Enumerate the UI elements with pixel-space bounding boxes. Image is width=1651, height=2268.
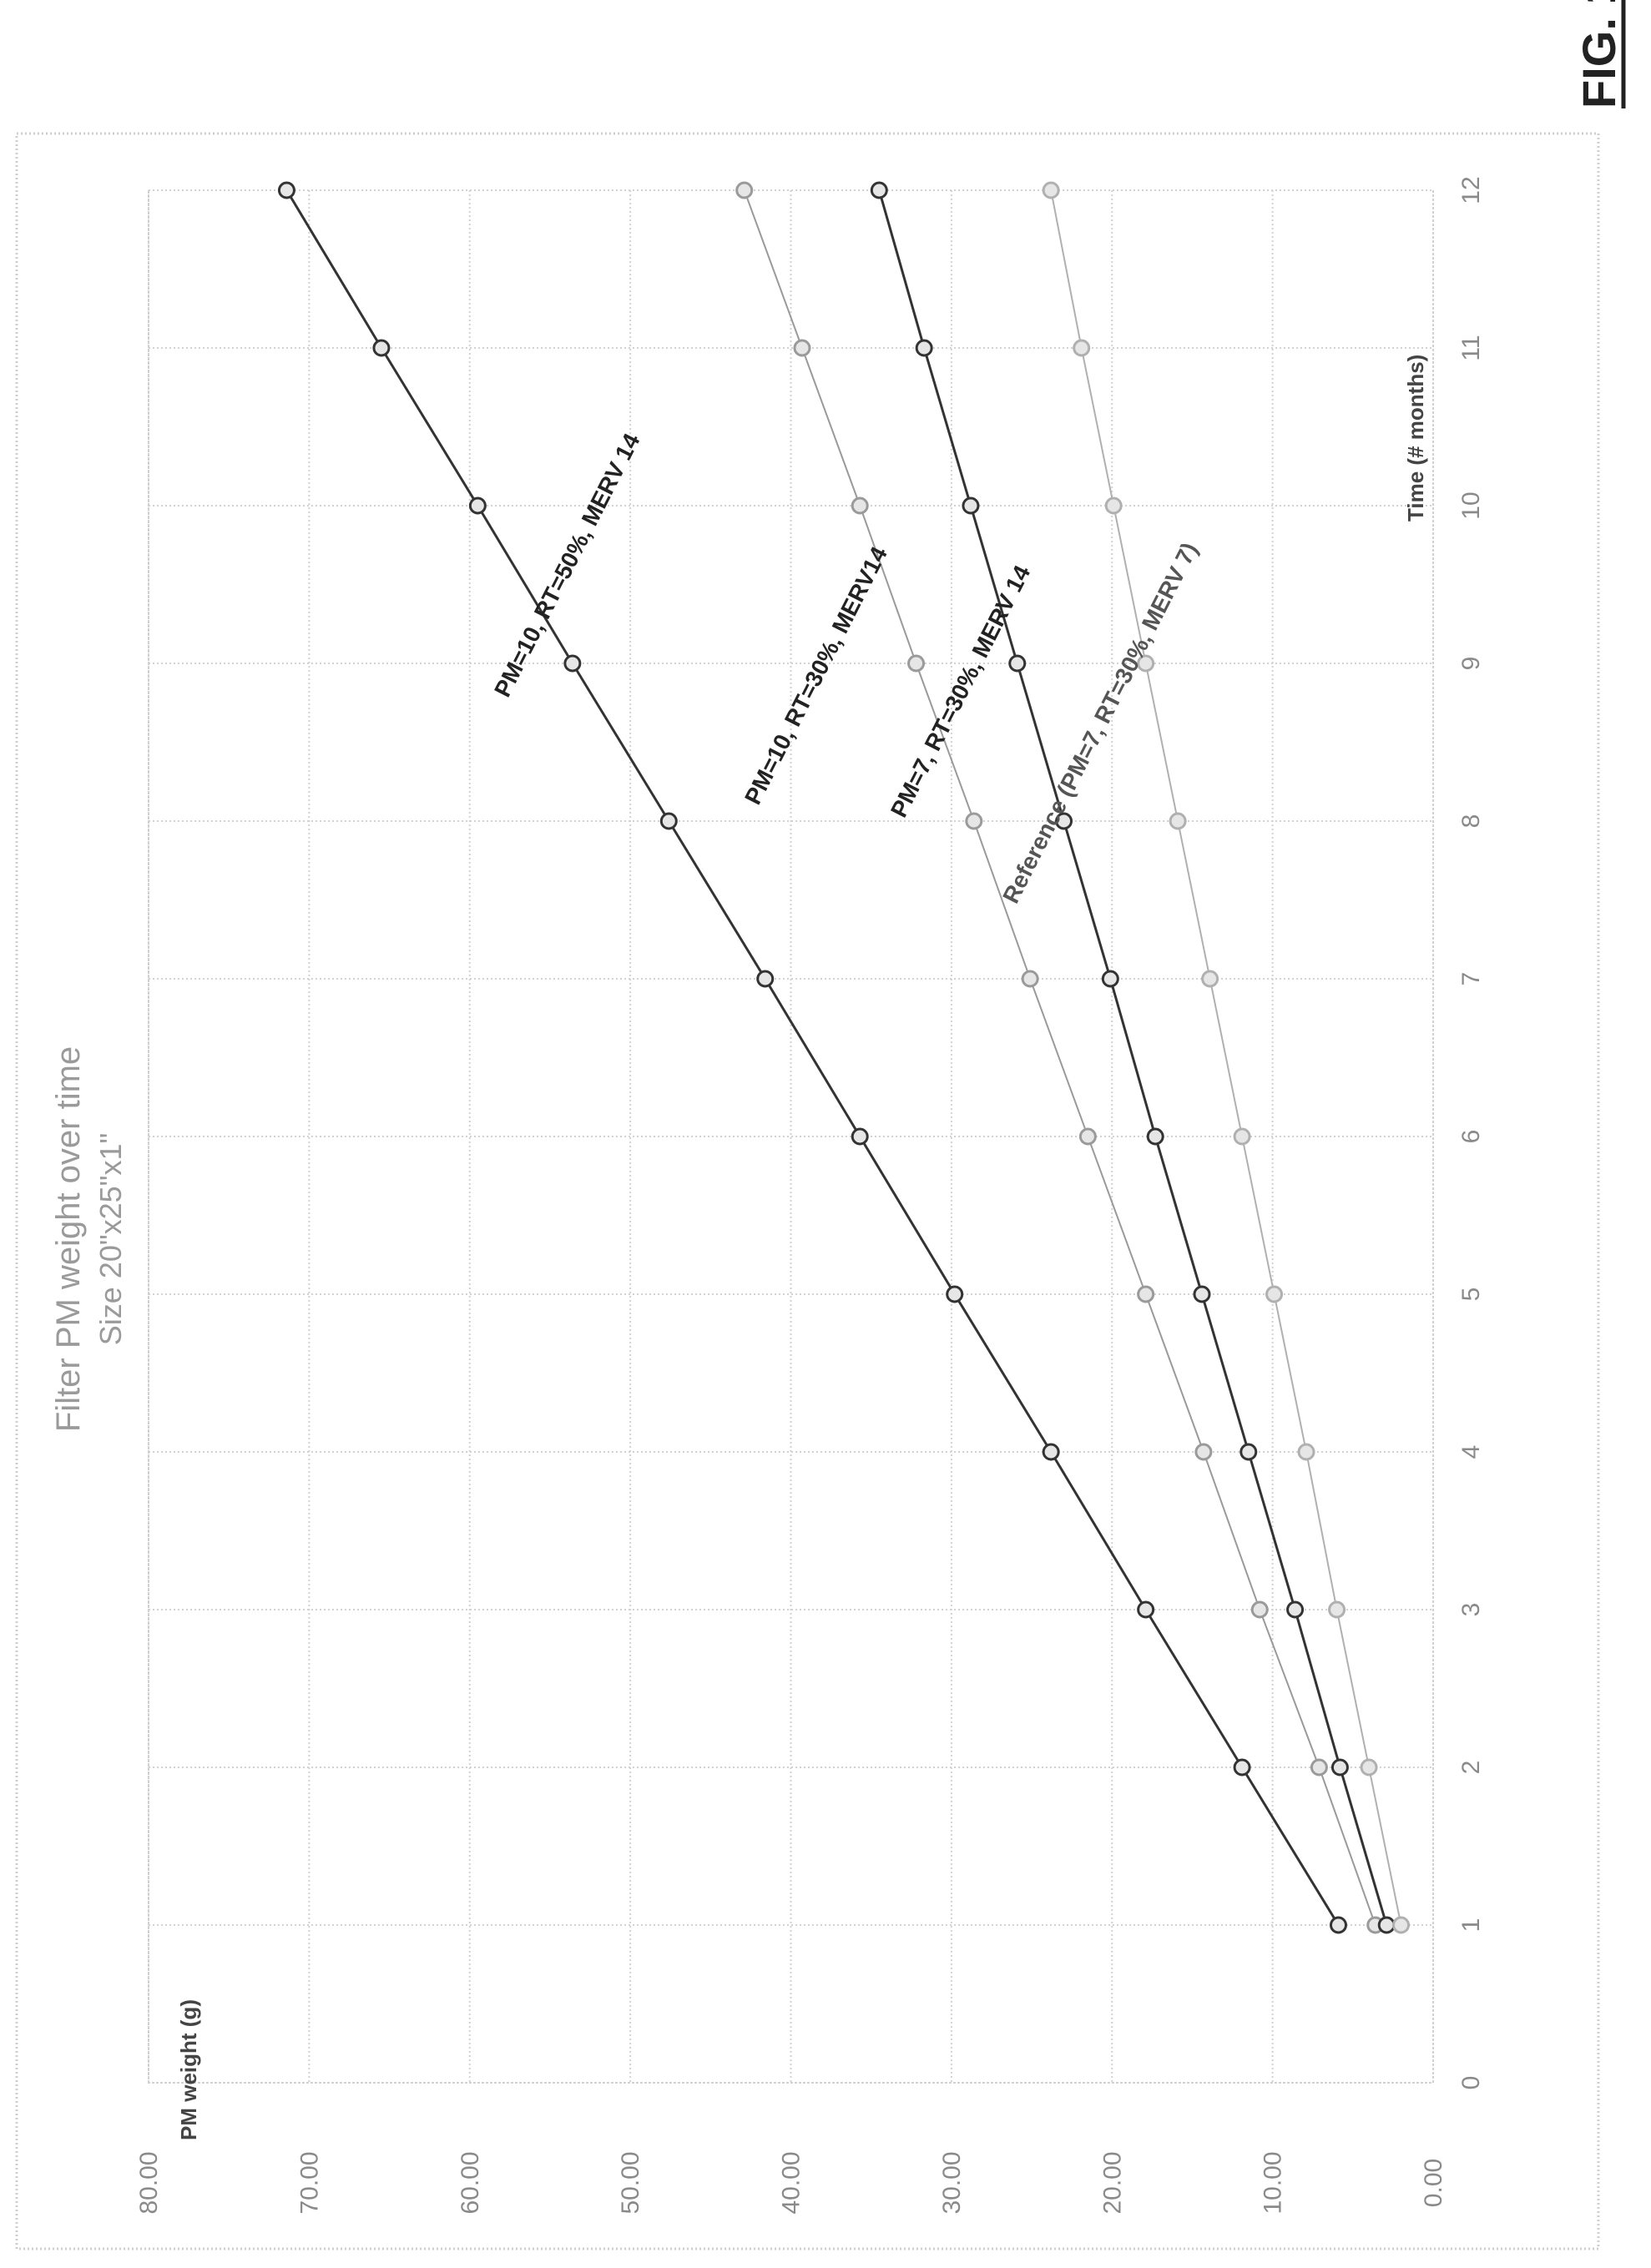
- data-point: [915, 339, 933, 357]
- data-point: [735, 181, 754, 199]
- x-tick-label: 7: [1457, 972, 1485, 986]
- data-point: [1101, 970, 1119, 988]
- figure-label-text: FIG. 14: [1573, 0, 1625, 108]
- data-point: [1137, 1600, 1155, 1619]
- data-point: [1078, 1127, 1097, 1146]
- data-point: [1286, 1600, 1305, 1619]
- data-point: [1021, 970, 1039, 988]
- data-point: [1233, 1127, 1251, 1146]
- data-point: [946, 1285, 964, 1303]
- series-line: [877, 189, 1388, 1926]
- y-tick-labels: 0.00 10.00 20.00 30.00 40.00 50.00 60.00 70.00 8…: [135, 2151, 1447, 2214]
- series-line: [1050, 189, 1402, 1926]
- y-tick-label: 10.00: [1260, 2151, 1287, 2214]
- data-point: [1042, 1443, 1060, 1461]
- x-tick-label: 2: [1457, 1761, 1485, 1775]
- chart-frame: [15, 132, 1600, 2250]
- data-point: [1055, 812, 1073, 830]
- data-point: [1392, 1916, 1411, 1934]
- x-tick-label: 11: [1457, 335, 1485, 360]
- y-tick-label: 40.00: [778, 2151, 805, 2214]
- x-tick-label: 1: [1457, 1918, 1485, 1933]
- data-point: [1146, 1127, 1164, 1146]
- series-line: [285, 189, 1340, 1926]
- x-tick-label: 3: [1457, 1603, 1485, 1617]
- x-tick-label: 12: [1457, 176, 1485, 204]
- series-label: PM=10, RT=30%, MERV14: [740, 542, 892, 809]
- y-tick-label: 50.00: [617, 2151, 644, 2214]
- data-point: [1360, 1758, 1378, 1777]
- x-tick-label: 10: [1457, 491, 1485, 519]
- series-label: Reference (PM=7, RT=30%, MERV 7): [997, 538, 1203, 907]
- data-point: [1193, 1285, 1211, 1303]
- chart-title: Filter PM weight over time: [50, 1046, 87, 1432]
- data-point: [1240, 1443, 1258, 1461]
- data-point: [965, 812, 983, 830]
- data-point: [756, 970, 775, 988]
- x-tick-label: 4: [1457, 1445, 1485, 1459]
- data-point: [372, 339, 391, 357]
- series-2: [870, 181, 1396, 1934]
- data-point: [1137, 654, 1155, 673]
- data-point: [1330, 1758, 1349, 1777]
- data-point: [563, 654, 582, 673]
- data-point: [1194, 1443, 1213, 1461]
- y-tick-label: 70.00: [295, 2151, 323, 2214]
- data-point: [1169, 812, 1187, 830]
- series-labels: PM=10, RT=50%, MERV 14 PM=10, RT=30%, MER…: [489, 429, 1203, 907]
- data-point: [1042, 181, 1060, 199]
- x-tick-label: 0: [1457, 2076, 1485, 2090]
- y-axis-title: PM weight (g): [176, 1999, 201, 2140]
- series-3: [1042, 181, 1411, 1934]
- y-tick-label: 60.00: [457, 2151, 484, 2214]
- data-point: [851, 1127, 869, 1146]
- data-point: [962, 496, 980, 515]
- series-0: [277, 181, 1347, 1934]
- data-point: [468, 496, 487, 515]
- data-point: [1310, 1758, 1328, 1777]
- data-point: [1073, 339, 1091, 357]
- y-tick-label: 0.00: [1420, 2159, 1447, 2207]
- data-point: [793, 339, 811, 357]
- data-point: [1328, 1600, 1346, 1619]
- x-tick-label: 9: [1457, 657, 1485, 671]
- data-point: [1377, 1916, 1396, 1934]
- y-tick-label: 80.00: [135, 2151, 163, 2214]
- x-tick-label: 8: [1457, 814, 1485, 829]
- chart-subtitle: Size 20"x25"x1": [93, 1133, 128, 1345]
- data-point: [1104, 496, 1123, 515]
- data-point: [1008, 654, 1027, 673]
- x-axis-title: Time (# months): [1403, 355, 1428, 522]
- data-point: [1137, 1285, 1155, 1303]
- data-point: [1297, 1443, 1315, 1461]
- y-tick-label: 20.00: [1098, 2151, 1126, 2214]
- data-point: [907, 654, 926, 673]
- data-point: [277, 181, 295, 199]
- data-point: [1250, 1600, 1269, 1619]
- y-tick-label: 30.00: [938, 2151, 966, 2214]
- data-point: [1233, 1758, 1251, 1777]
- data-point: [1329, 1916, 1347, 1934]
- x-tick-label: 6: [1457, 1130, 1485, 1144]
- data-point: [851, 496, 869, 515]
- figure-label: FIG. 14: [1573, 0, 1626, 108]
- data-point: [1265, 1285, 1284, 1303]
- series-line: [743, 189, 1376, 1926]
- grid: [148, 189, 1434, 2084]
- series-1: [735, 181, 1385, 1934]
- x-tick-label: 5: [1457, 1288, 1485, 1302]
- data-point: [1201, 970, 1219, 988]
- series-layer: [277, 181, 1411, 1934]
- data-point: [870, 181, 888, 199]
- data-point: [659, 812, 678, 830]
